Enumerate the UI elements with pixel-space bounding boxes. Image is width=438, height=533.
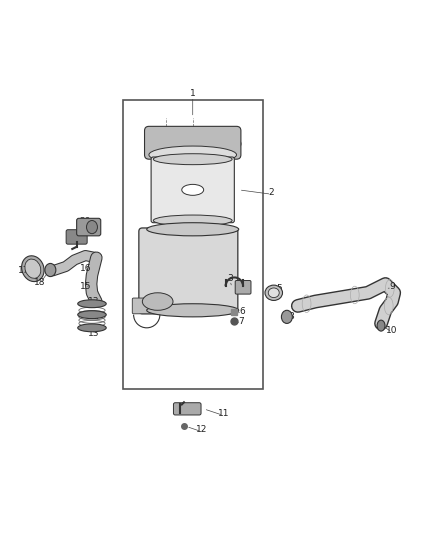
FancyBboxPatch shape xyxy=(139,228,238,314)
Text: 6: 6 xyxy=(239,306,245,316)
Ellipse shape xyxy=(153,154,232,165)
Ellipse shape xyxy=(78,324,106,332)
FancyBboxPatch shape xyxy=(145,126,241,159)
Ellipse shape xyxy=(265,285,283,301)
FancyBboxPatch shape xyxy=(151,157,234,223)
Ellipse shape xyxy=(377,320,385,331)
Text: 10: 10 xyxy=(386,326,398,335)
Text: 15: 15 xyxy=(80,282,91,290)
Text: 17: 17 xyxy=(18,266,30,276)
Text: 9: 9 xyxy=(389,282,395,290)
Ellipse shape xyxy=(21,256,44,281)
Ellipse shape xyxy=(45,263,56,277)
Text: 2: 2 xyxy=(269,188,274,197)
Text: 18: 18 xyxy=(34,278,45,287)
Ellipse shape xyxy=(281,310,293,324)
FancyBboxPatch shape xyxy=(66,230,87,244)
FancyBboxPatch shape xyxy=(132,298,161,314)
Ellipse shape xyxy=(25,259,41,278)
Bar xyxy=(123,100,263,389)
Text: 19: 19 xyxy=(71,233,82,243)
Text: 4: 4 xyxy=(245,283,250,292)
Ellipse shape xyxy=(268,288,279,297)
Ellipse shape xyxy=(78,311,106,319)
Text: 20: 20 xyxy=(80,217,91,227)
Text: 12: 12 xyxy=(196,425,207,434)
Ellipse shape xyxy=(147,223,239,236)
Text: 1: 1 xyxy=(190,89,196,98)
Text: 5: 5 xyxy=(276,284,283,293)
FancyBboxPatch shape xyxy=(235,280,251,294)
Text: 11: 11 xyxy=(218,409,229,418)
FancyBboxPatch shape xyxy=(77,219,101,236)
Text: 16: 16 xyxy=(80,264,91,273)
Text: 3: 3 xyxy=(227,274,233,283)
Text: 8: 8 xyxy=(288,312,294,321)
FancyBboxPatch shape xyxy=(173,403,201,415)
Ellipse shape xyxy=(149,146,237,164)
Ellipse shape xyxy=(153,215,232,226)
Ellipse shape xyxy=(147,304,239,317)
Ellipse shape xyxy=(182,184,204,195)
Text: 13: 13 xyxy=(88,297,100,306)
Text: 14: 14 xyxy=(88,312,100,321)
Text: 7: 7 xyxy=(238,317,244,326)
Ellipse shape xyxy=(145,128,241,159)
Text: 13: 13 xyxy=(88,328,100,337)
Ellipse shape xyxy=(78,300,106,308)
Ellipse shape xyxy=(142,293,173,310)
Ellipse shape xyxy=(86,221,97,233)
